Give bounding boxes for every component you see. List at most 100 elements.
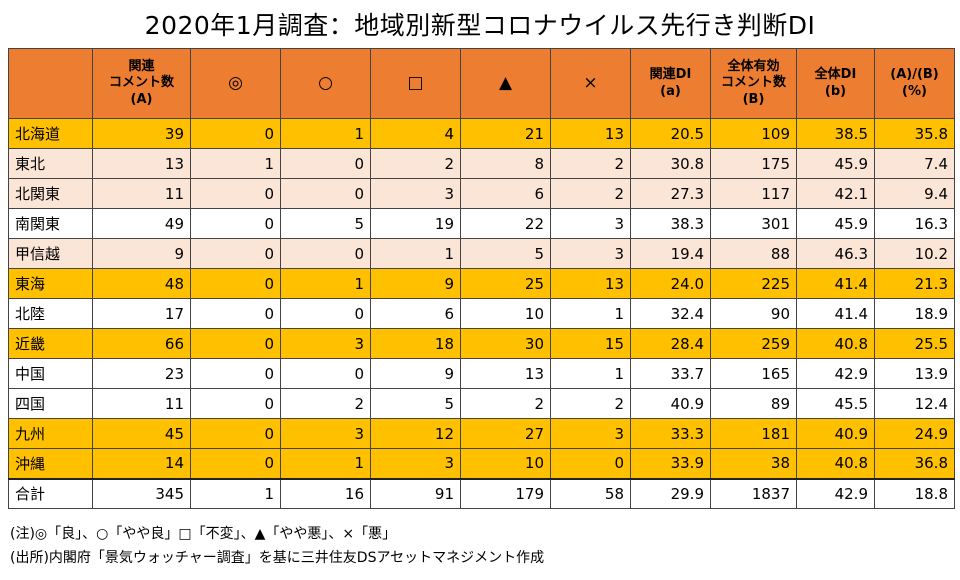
table-cell: 0	[190, 388, 281, 419]
table-cell: 45.9	[796, 148, 875, 179]
column-header-5: ▲	[460, 48, 551, 119]
table-cell: 91	[370, 477, 461, 509]
table-cell: 40.9	[630, 388, 711, 419]
region-name: 合計	[8, 477, 93, 509]
table-cell: 179	[460, 477, 551, 509]
table-cell: 12	[370, 418, 461, 449]
column-header-7-line1: 関連DI	[649, 67, 692, 83]
table-cell: 21	[460, 118, 551, 149]
table-cell: 0	[190, 298, 281, 329]
table-cell: 4	[370, 118, 461, 149]
table-cell: 10	[460, 298, 551, 329]
table-cell: 225	[710, 268, 797, 299]
table-cell: 12.4	[874, 388, 955, 419]
region-name: 南関東	[8, 208, 93, 239]
table-cell: 0	[280, 238, 371, 269]
table-cell: 301	[710, 208, 797, 239]
table-cell: 24.9	[874, 418, 955, 449]
column-header-6-line1: ×	[583, 72, 598, 93]
table-cell: 23	[92, 358, 191, 389]
table-row: 北陸 17 0 0 6 10 1 32.4 90 41.4 18.9	[8, 298, 955, 329]
table-cell: 24.0	[630, 268, 711, 299]
table-row: 中国 23 0 0 9 13 1 33.7 165 42.9 13.9	[8, 358, 955, 389]
table-cell: 13	[550, 268, 631, 299]
column-header-3-line1: ○	[318, 72, 333, 93]
table-cell: 2	[370, 148, 461, 179]
column-header-7: 関連DI (a)	[630, 48, 711, 119]
table-cell: 15	[550, 328, 631, 359]
region-name: 北関東	[8, 178, 93, 209]
region-name: 甲信越	[8, 238, 93, 269]
table-cell: 9	[370, 358, 461, 389]
table-cell: 39	[92, 118, 191, 149]
table-cell: 38.3	[630, 208, 711, 239]
table-row: 沖縄 14 0 1 3 10 0 33.9 38 40.8 36.8	[8, 448, 955, 479]
table-cell: 42.1	[796, 178, 875, 209]
note-source: (出所)内閣府「景気ウォッチャー調査」を基に三井住友DSアセットマネジメント作成	[10, 550, 545, 566]
table-cell: 175	[710, 148, 797, 179]
table-cell: 13	[92, 148, 191, 179]
column-header-9-line1: 全体DI	[814, 67, 857, 83]
column-header-1: 関連 コメント数(A)	[92, 48, 191, 119]
table-cell: 0	[280, 358, 371, 389]
table-cell: 10	[460, 448, 551, 479]
table-cell: 46.3	[796, 238, 875, 269]
table-cell: 0	[190, 118, 281, 149]
region-name: 九州	[8, 418, 93, 449]
table-cell: 0	[190, 448, 281, 479]
table-cell: 25	[460, 268, 551, 299]
region-name: 沖縄	[8, 448, 93, 479]
table-cell: 3	[280, 418, 371, 449]
table-cell: 29.9	[630, 477, 711, 509]
table-cell: 5	[370, 388, 461, 419]
table-cell: 36.8	[874, 448, 955, 479]
column-header-6: ×	[550, 48, 631, 119]
table-row: 近畿 66 0 3 18 30 15 28.4 259 40.8 25.5	[8, 328, 955, 359]
table-cell: 9.4	[874, 178, 955, 209]
table-cell: 3	[550, 238, 631, 269]
table-row: 東海 48 0 1 9 25 13 24.0 225 41.4 21.3	[8, 268, 955, 299]
table-row: 甲信越 9 0 0 1 5 3 19.4 88 46.3 10.2	[8, 238, 955, 269]
region-name: 北海道	[8, 118, 93, 149]
table-cell: 18	[370, 328, 461, 359]
column-header-8: 全体有効 コメント数 (B)	[710, 48, 797, 119]
table-cell: 16.3	[874, 208, 955, 239]
table-cell: 18.8	[874, 477, 955, 509]
table-cell: 5	[280, 208, 371, 239]
column-header-10-line2: (%)	[902, 83, 927, 99]
table-cell: 2	[550, 388, 631, 419]
table-cell: 17	[92, 298, 191, 329]
table-cell: 19.4	[630, 238, 711, 269]
region-name: 北陸	[8, 298, 93, 329]
table-cell: 30	[460, 328, 551, 359]
table-cell: 30.8	[630, 148, 711, 179]
table-cell: 3	[550, 418, 631, 449]
table-cell: 41.4	[796, 268, 875, 299]
table-cell: 90	[710, 298, 797, 329]
region-name: 東北	[8, 148, 93, 179]
column-header-0	[8, 48, 93, 119]
table-cell: 1	[190, 148, 281, 179]
column-header-4: □	[370, 48, 461, 119]
table-cell: 0	[280, 298, 371, 329]
table-cell: 40.8	[796, 328, 875, 359]
column-header-3: ○	[280, 48, 371, 119]
table-cell: 165	[710, 358, 797, 389]
table-cell: 11	[92, 178, 191, 209]
footnotes: (注)◎「良」、○「やや良」□「不変」、▲「やや悪」、×「悪」 (出所)内閣府「…	[10, 522, 544, 570]
table-row: 南関東 49 0 5 19 22 3 38.3 301 45.9 16.3	[8, 208, 955, 239]
table-cell: 49	[92, 208, 191, 239]
table-row: 四国 11 0 2 5 2 2 40.9 89 45.5 12.4	[8, 388, 955, 419]
table-cell: 41.4	[796, 298, 875, 329]
table-cell: 20.5	[630, 118, 711, 149]
table-cell: 181	[710, 418, 797, 449]
table-cell: 6	[370, 298, 461, 329]
table-cell: 21.3	[874, 268, 955, 299]
table-cell: 66	[92, 328, 191, 359]
table-cell: 7.4	[874, 148, 955, 179]
table-cell: 0	[190, 328, 281, 359]
table-cell: 58	[550, 477, 631, 509]
column-header-4-line1: □	[407, 72, 424, 93]
table-cell: 88	[710, 238, 797, 269]
table-cell: 0	[550, 448, 631, 479]
